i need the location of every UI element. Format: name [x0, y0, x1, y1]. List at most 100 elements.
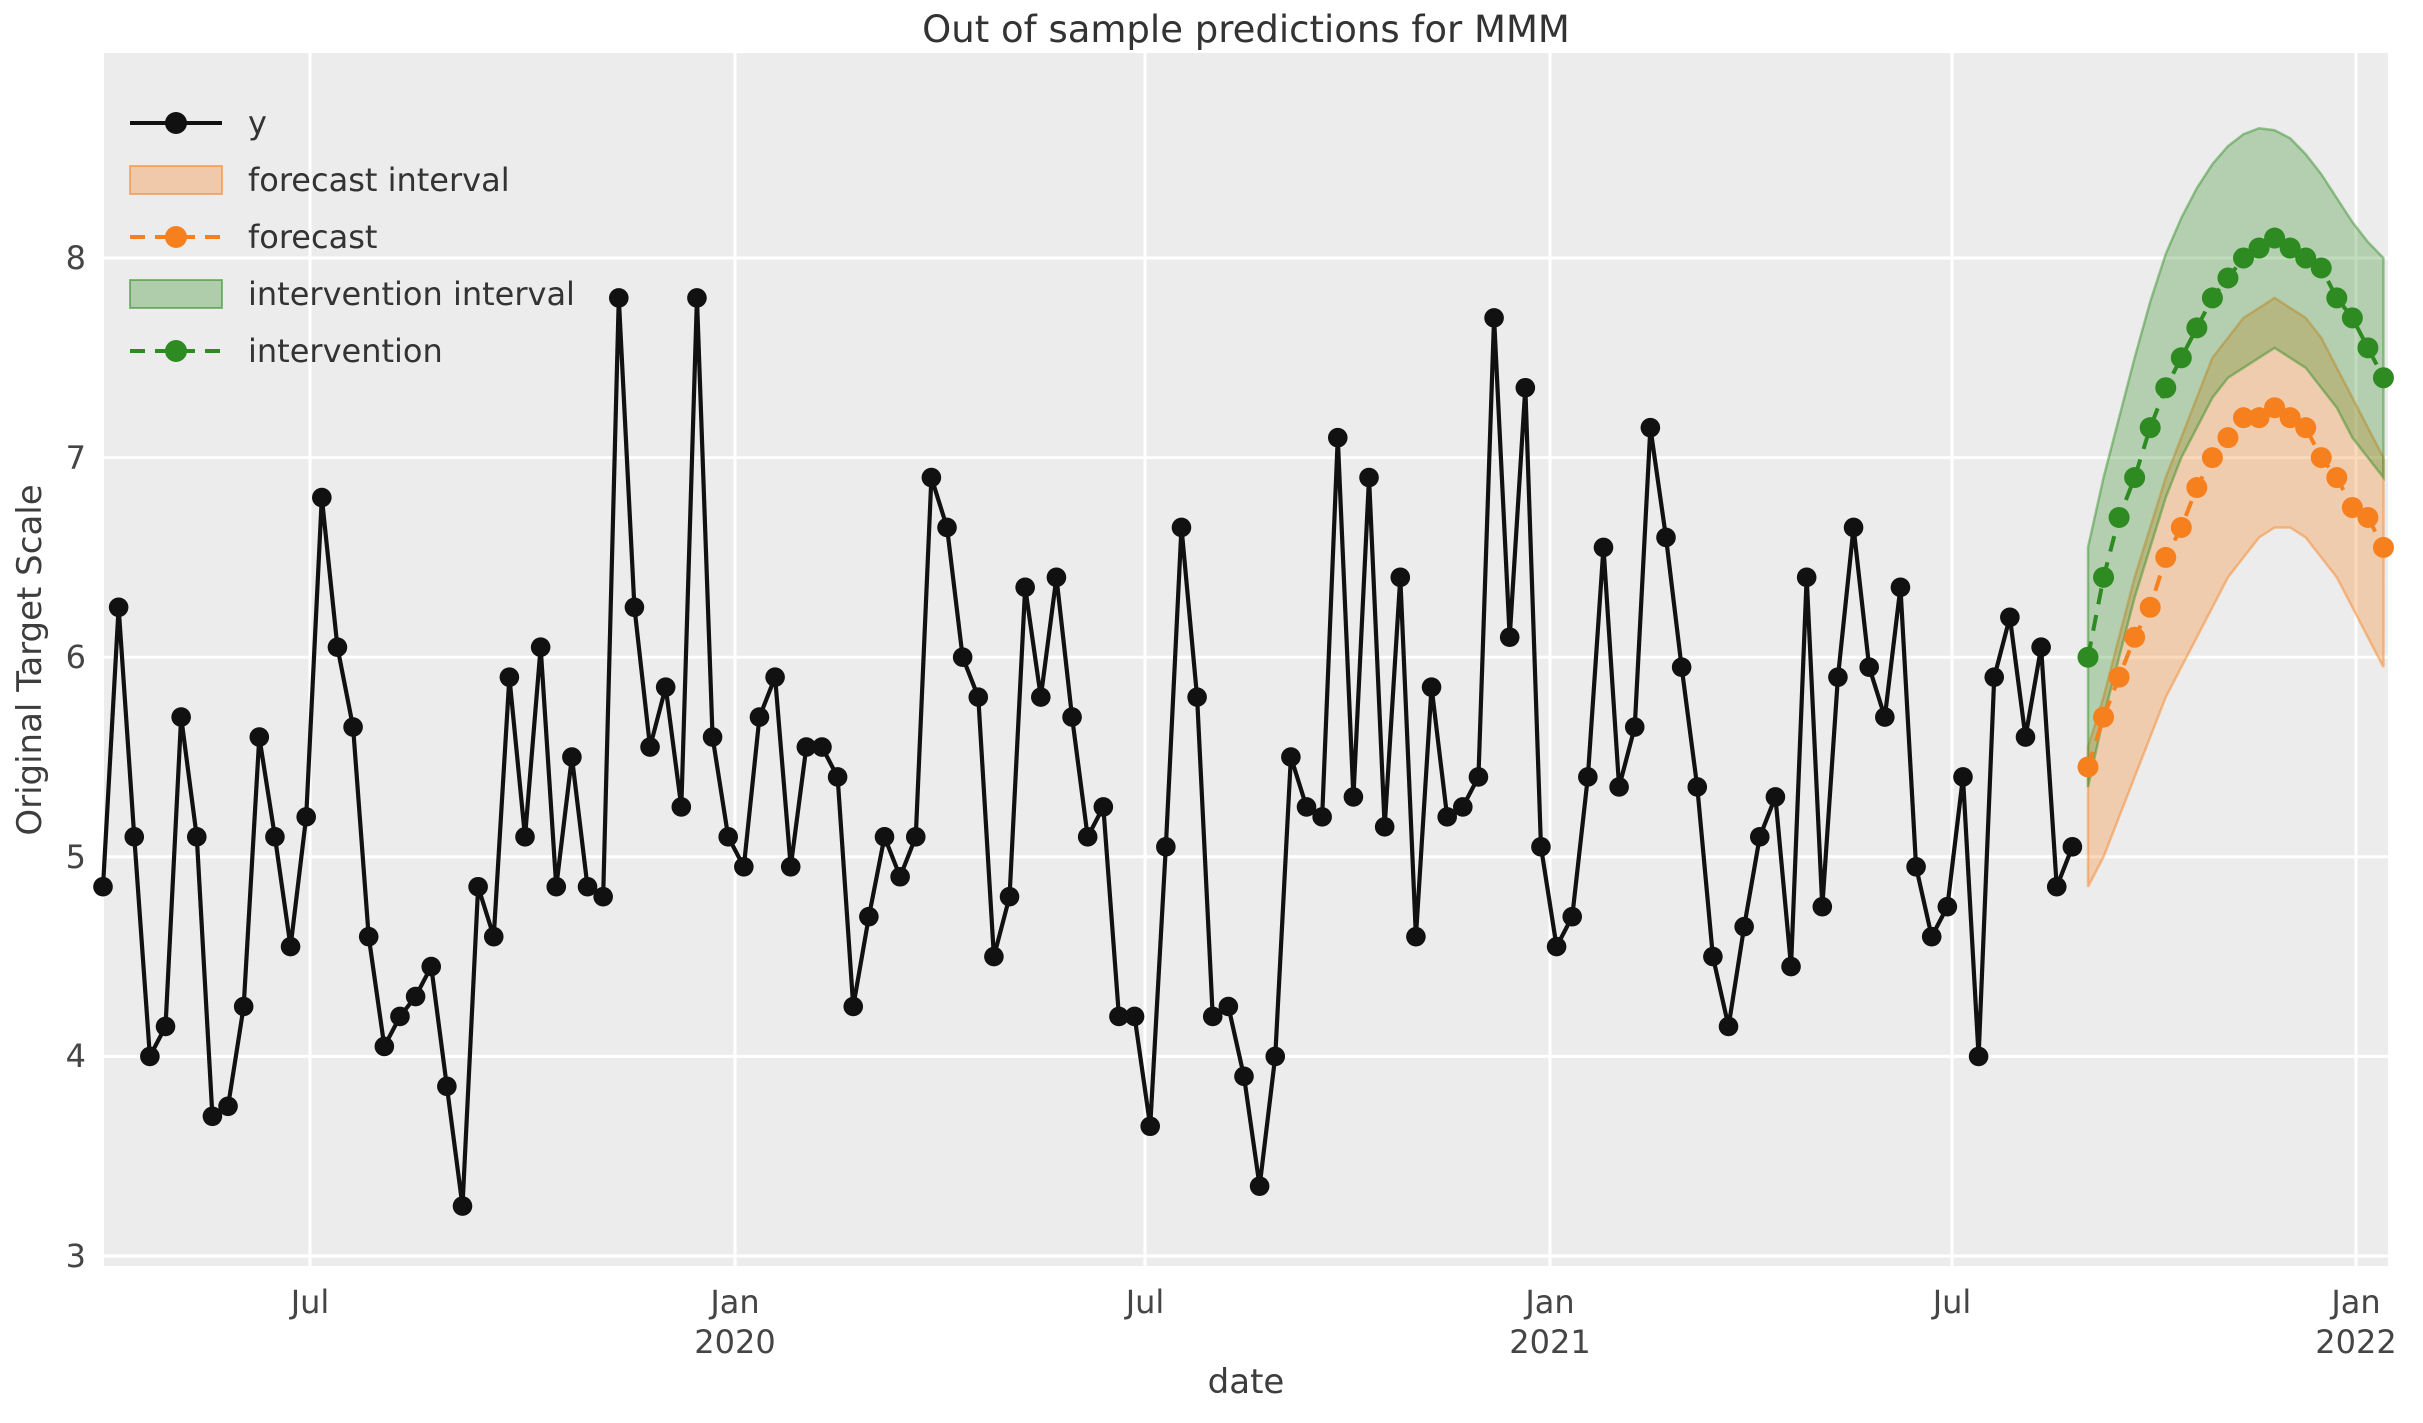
y-series-point: [1718, 1016, 1739, 1037]
x-tick-label: Jul: [290, 1283, 330, 1321]
y-series-point: [1327, 427, 1348, 448]
x-tick-label: Jan 2021: [1509, 1283, 1591, 1361]
intervention-point: [2093, 566, 2115, 588]
intervention-point: [2248, 237, 2270, 259]
y-series-point: [1796, 567, 1817, 588]
y-series-point: [1890, 577, 1911, 598]
y-series-point: [483, 926, 504, 947]
y-series-point: [1875, 707, 1895, 727]
y-series-point: [1609, 777, 1629, 797]
y-series-point: [1859, 657, 1879, 677]
legend-item-forecast: forecast: [126, 208, 575, 265]
legend-item-forecast-interval: forecast interval: [126, 151, 575, 208]
y-series-point: [1109, 1006, 1129, 1027]
y-series-point: [186, 827, 207, 847]
y-series-point: [1343, 787, 1364, 807]
forecast-point: [2295, 417, 2317, 439]
y-series-point: [452, 1196, 473, 1216]
forecast-point: [2124, 626, 2146, 648]
forecast-point: [2108, 666, 2130, 688]
x-tick-label: Jul: [1125, 1283, 1165, 1321]
y-series-point: [1562, 906, 1583, 927]
y-series-point: [1546, 936, 1567, 957]
y-series-point: [108, 597, 129, 618]
intervention-point: [2108, 506, 2130, 528]
y-series-point: [765, 667, 785, 687]
y-series-point: [1828, 667, 1848, 687]
y-series-point: [905, 827, 926, 847]
y-series-point: [374, 1036, 395, 1057]
y-series-point: [999, 886, 1020, 907]
y-series-point: [1312, 807, 1332, 827]
y-series-point: [1296, 797, 1317, 817]
intervention-interval-band: [2086, 126, 2385, 788]
y-series-point: [1453, 797, 1473, 817]
y-series-point: [1249, 1176, 1270, 1196]
y-series-point: [859, 906, 879, 927]
legend: y forecast interval forecast interventio…: [126, 94, 575, 379]
y-series-point: [280, 936, 301, 957]
y-series-point: [1937, 896, 1958, 917]
y-series-point: [1843, 517, 1864, 538]
intervention-point: [2357, 337, 2379, 359]
y-series-point: [1624, 717, 1645, 737]
forecast-point: [2372, 536, 2394, 558]
y-series-point: [171, 707, 191, 727]
y-series-point: [1656, 527, 1676, 548]
y-series-point: [937, 517, 957, 538]
y-series-point: [468, 876, 488, 897]
y-series-point: [155, 1016, 176, 1037]
band-swatch-icon: [129, 164, 223, 195]
y-series-point: [343, 717, 363, 737]
y-series-point: [1703, 946, 1723, 967]
y-series-point: [2046, 876, 2067, 897]
y-series-point: [1140, 1116, 1161, 1137]
y-series-point: [843, 996, 864, 1017]
y-series-point: [437, 1076, 457, 1097]
y-series-point: [327, 637, 348, 658]
y-series-point: [2031, 637, 2051, 658]
y-series-point: [1077, 827, 1098, 847]
y-series-point: [1046, 567, 1067, 588]
y-series-point: [1062, 707, 1082, 727]
y-series-point: [296, 807, 316, 827]
y-series-point: [312, 487, 332, 508]
y-series-point: [1593, 537, 1614, 558]
y-series-point: [593, 886, 613, 907]
forecast-point: [2186, 477, 2208, 499]
y-series-point: [1906, 856, 1926, 877]
y-series-point: [1218, 996, 1239, 1017]
chart-title: Out of sample predictions for MMM: [922, 8, 1570, 51]
intervention-point: [2170, 347, 2192, 369]
y-series-point: [515, 827, 535, 847]
y-series-point: [390, 1006, 410, 1027]
y-series-point: [968, 687, 989, 707]
y-series-point: [1640, 417, 1661, 438]
y-series-point: [952, 647, 973, 667]
y-series-point: [2062, 837, 2083, 857]
y-series-point: [921, 467, 942, 488]
y-tick-label: 3: [65, 1237, 86, 1275]
y-series-point: [562, 747, 582, 767]
y-series-point: [780, 856, 801, 877]
y-series-point: [1156, 837, 1176, 857]
intervention-point: [2295, 247, 2317, 269]
forecast-interval-band: [2086, 296, 2385, 888]
y-series-point: [93, 876, 113, 897]
intervention-point: [2233, 247, 2254, 269]
y-series-point: [1171, 517, 1192, 538]
intervention-point: [2077, 646, 2099, 668]
legend-label: intervention: [248, 331, 443, 370]
y-series-point: [702, 727, 723, 747]
dashed-line-dot-icon: [130, 225, 222, 248]
y-series-point: [1687, 777, 1708, 797]
y-series-point: [1578, 767, 1598, 787]
y-series-point: [718, 827, 738, 847]
y-series-point: [265, 827, 285, 847]
intervention-point: [2186, 317, 2208, 339]
y-series-point: [1749, 827, 1770, 847]
y-series-point: [812, 737, 832, 757]
y-series-point: [1765, 787, 1786, 807]
y-series-point: [640, 737, 660, 757]
x-tick-label: Jul: [1932, 1283, 1972, 1321]
